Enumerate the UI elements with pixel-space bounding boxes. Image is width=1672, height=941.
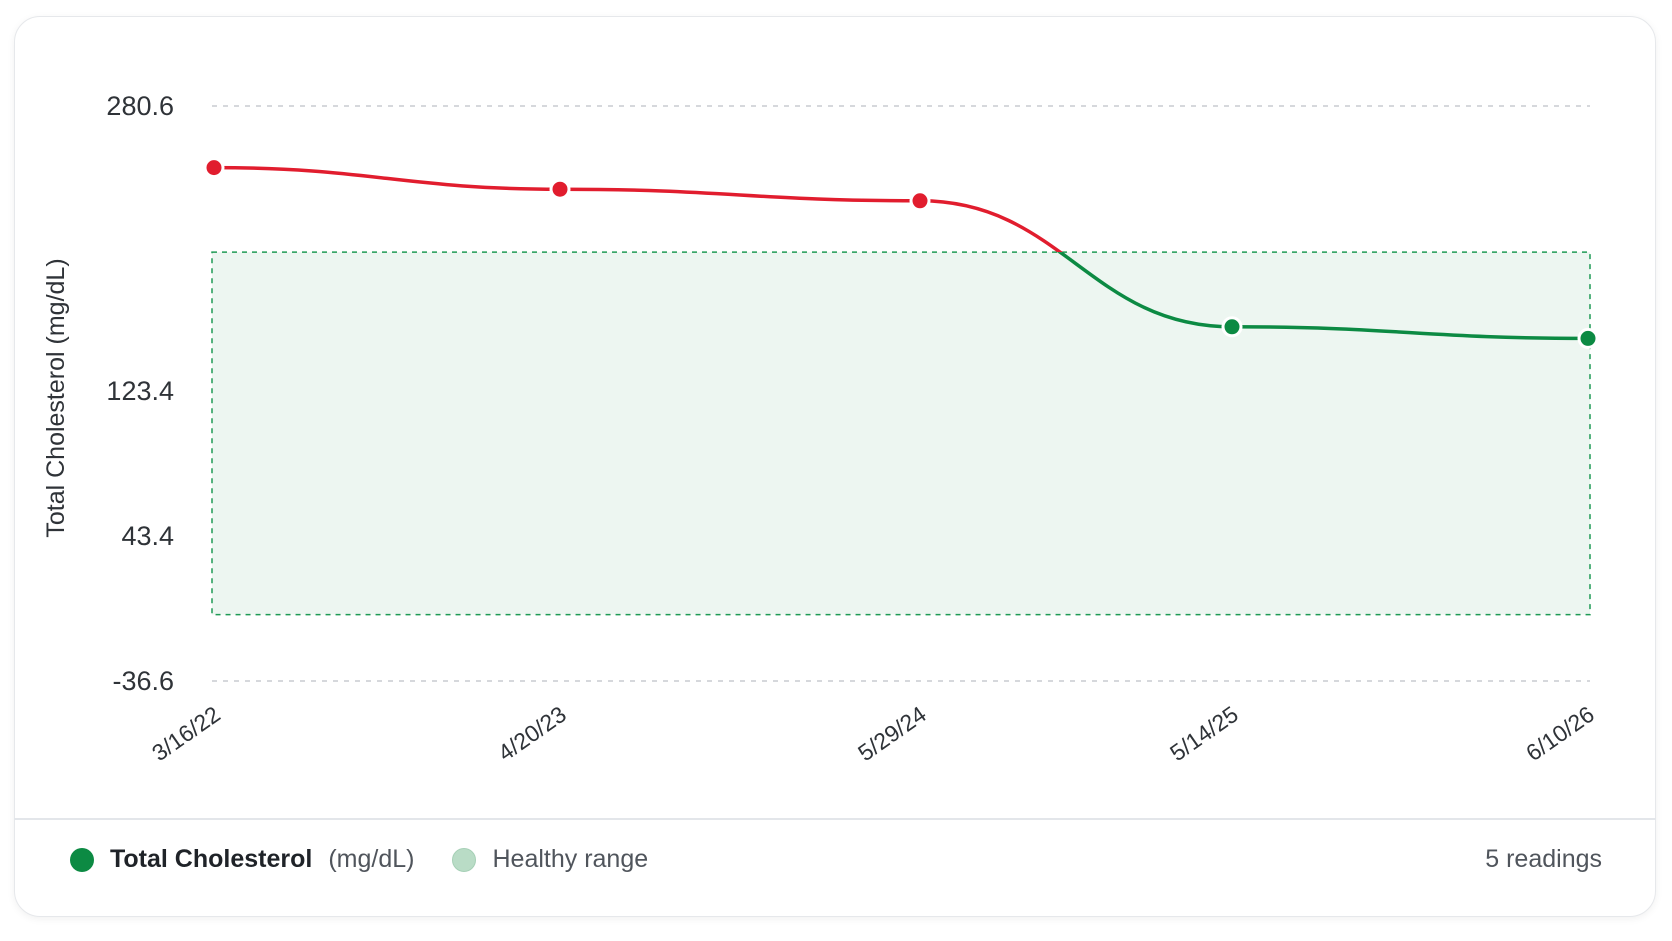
x-tick-label: 4/20/23 <box>493 701 571 766</box>
x-tick-label: 6/10/26 <box>1521 701 1599 766</box>
series-points <box>203 157 1599 349</box>
y-tick-label: 123.4 <box>106 376 174 406</box>
series-line-in-range <box>1057 252 1590 341</box>
x-tick-label: 5/29/24 <box>853 701 931 766</box>
x-axis-ticks: 3/16/22 4/20/23 5/29/24 5/14/25 6/10/26 <box>147 701 1599 766</box>
data-point[interactable] <box>909 190 931 212</box>
series-legend-unit: (mg/dL) <box>328 845 415 873</box>
series-legend-label: Total Cholesterol <box>110 845 313 873</box>
series-legend-marker <box>70 847 94 872</box>
y-tick-label: 43.4 <box>121 521 174 551</box>
data-point[interactable] <box>549 178 571 200</box>
healthy-range-band <box>211 251 1591 616</box>
x-tick-label: 5/14/25 <box>1165 701 1243 766</box>
data-point[interactable] <box>1221 316 1243 338</box>
data-point[interactable] <box>1577 327 1599 349</box>
y-axis-ticks: 280.6 123.4 43.4 -36.6 <box>106 91 174 696</box>
readings-count: 5 readings <box>1485 845 1602 873</box>
legend: Total Cholesterol (mg/dL) Healthy range <box>70 845 648 874</box>
healthy-range-legend-label: Healthy range <box>492 845 649 873</box>
legend-divider <box>14 818 1656 820</box>
healthy-range-legend-marker <box>452 847 477 872</box>
x-tick-label: 3/16/22 <box>147 701 225 766</box>
y-tick-label: -36.6 <box>112 666 174 696</box>
y-tick-label: 280.6 <box>106 91 174 121</box>
y-axis-title: Total Cholesterol (mg/dL) <box>42 258 70 537</box>
healthy-range-rect <box>211 251 1591 616</box>
data-point[interactable] <box>203 157 225 179</box>
